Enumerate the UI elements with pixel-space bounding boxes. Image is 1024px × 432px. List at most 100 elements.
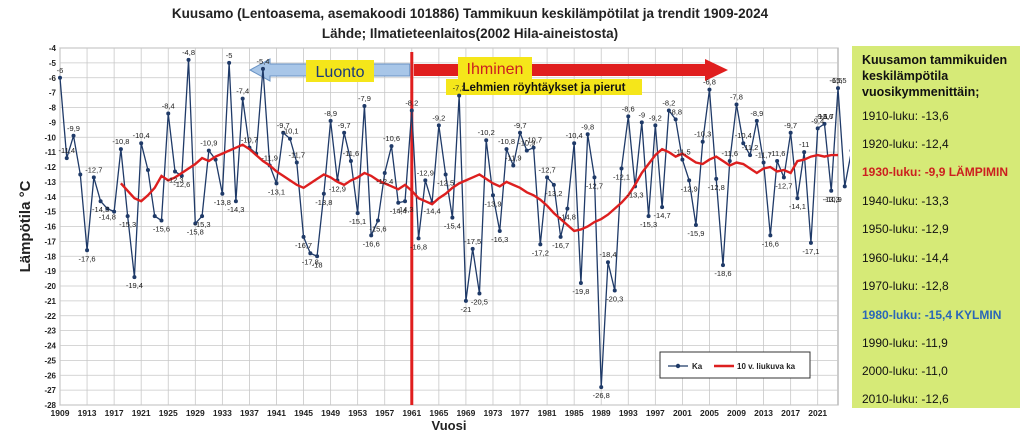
y-tick-label: -21	[44, 297, 56, 306]
y-tick-label: -7	[49, 89, 57, 98]
series-ka-point	[727, 159, 732, 164]
data-label: -10,4	[566, 131, 583, 140]
x-tick-label: 1921	[132, 408, 151, 418]
data-label: -7,9	[358, 94, 371, 103]
y-tick-label: -16	[44, 223, 56, 232]
decade-row-2000: 2000-luku: -11,0	[862, 364, 948, 378]
data-label: -13,3	[823, 195, 840, 204]
decade-summary-title: Kuusamon tammikuiden keskilämpötila vuos…	[862, 53, 1008, 99]
series-ka-point	[78, 172, 83, 177]
data-label: -11,4	[58, 146, 75, 155]
y-tick-label: -4	[49, 44, 57, 53]
series-ka-point	[538, 242, 543, 247]
series-ka-point	[173, 169, 178, 174]
series-ka-point	[450, 215, 455, 220]
series-ka-point	[788, 130, 793, 135]
chart-title: Kuusamo (Lentoasema, asemakoodi 101886) …	[171, 6, 769, 21]
series-ka-point	[85, 248, 90, 253]
series-ka-point	[551, 182, 556, 187]
y-tick-label: -9	[49, 118, 57, 127]
data-label: -8,2	[405, 98, 418, 107]
data-label: -19,8	[572, 287, 589, 296]
series-ka-point	[342, 130, 347, 135]
y-tick-label: -18	[44, 252, 56, 261]
data-label: -12,9	[329, 184, 346, 193]
series-ka-point	[666, 108, 671, 113]
data-label: -14,3	[396, 205, 413, 214]
series-ka-point	[132, 275, 137, 280]
x-tick-label: 1933	[213, 408, 232, 418]
data-label: -4,8	[182, 48, 195, 57]
series-ka-point	[565, 206, 570, 211]
data-label: -26,8	[593, 391, 610, 400]
data-label: -13,8	[214, 198, 231, 207]
y-tick-label: -5	[49, 59, 57, 68]
x-tick-label: 1981	[538, 408, 557, 418]
data-label: -10,6	[383, 134, 400, 143]
series-ka-point	[700, 139, 705, 144]
series-ka-point	[159, 218, 164, 223]
data-label: -20,3	[606, 294, 623, 303]
series-ka-point	[660, 205, 665, 210]
series-ka-point	[815, 126, 820, 131]
series-ka-point	[531, 145, 536, 150]
series-ka-point	[206, 148, 211, 153]
x-tick-label: 1909	[51, 408, 70, 418]
data-label: -11,6	[343, 149, 360, 158]
data-label: -11,5	[674, 148, 691, 157]
decade-row-1980: 1980-luku: -15,4 KYLMIN	[862, 308, 1002, 322]
data-label: -13,1	[268, 187, 285, 196]
data-label: -16,7	[552, 241, 569, 250]
x-tick-label: 1993	[619, 408, 638, 418]
y-tick-label: -28	[44, 401, 56, 410]
x-tick-label: 1945	[294, 408, 313, 418]
series-ka-point	[693, 223, 698, 228]
data-label: -15,3	[640, 220, 657, 229]
x-tick-label: 1953	[348, 408, 367, 418]
data-label: -20,5	[471, 297, 488, 306]
y-tick-label: -13	[44, 178, 56, 187]
data-label: -14,4	[390, 207, 407, 216]
series-ka-point	[626, 114, 631, 119]
series-ka-point	[308, 251, 313, 256]
decade-row-2010: 2010-luku: -12,6	[862, 392, 949, 406]
data-label: -16,3	[491, 235, 508, 244]
decade-summary-panel: Kuusamon tammikuiden keskilämpötila vuos…	[852, 46, 1020, 408]
series-ka-point	[423, 178, 428, 183]
series-ka-point	[795, 196, 800, 201]
series-ka-point	[490, 193, 495, 198]
data-label: -13,6	[816, 112, 833, 121]
series-ka-point	[369, 233, 374, 238]
y-tick-label: -20	[44, 282, 56, 291]
x-tick-label: 2001	[673, 408, 692, 418]
series-ka-point	[558, 234, 563, 239]
data-label: -9,8	[581, 122, 594, 131]
y-tick-label: -26	[44, 371, 56, 380]
series-ka-point	[200, 214, 205, 219]
series-ka-point	[734, 102, 739, 107]
data-label: -10,2	[478, 128, 495, 137]
decade-row-1960: 1960-luku: -14,4	[862, 251, 949, 265]
series-ka-point	[233, 199, 238, 204]
series-ka-point	[436, 123, 441, 128]
series-ka-point	[409, 108, 414, 113]
data-label: -17,8	[302, 257, 319, 266]
data-label: -6,8	[703, 78, 716, 87]
series-ka-point	[619, 166, 624, 171]
y-axis-label: Lämpötila °C	[17, 180, 34, 272]
decade-row-1920: 1920-luku: -12,4	[862, 137, 949, 151]
data-label: -10,7	[241, 136, 258, 145]
data-label: -5	[226, 51, 233, 60]
data-label: -6	[57, 66, 64, 75]
data-label: -12,3	[166, 175, 183, 184]
data-label: -9,2	[649, 113, 662, 122]
series-ka-point	[193, 221, 198, 226]
data-label: -15,6	[153, 225, 170, 234]
data-label: -11,6	[769, 149, 786, 158]
data-label: -10,3	[694, 130, 711, 139]
data-label: -8,4	[162, 101, 175, 110]
data-label: -11,6	[721, 149, 738, 158]
series-ka-point	[145, 167, 150, 172]
series-ka-point	[484, 138, 489, 143]
x-tick-label: 1969	[456, 408, 475, 418]
